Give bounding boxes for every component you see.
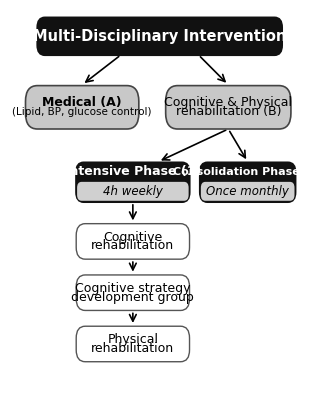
Text: 4h weekly: 4h weekly [103,185,163,198]
FancyBboxPatch shape [166,86,291,129]
Text: rehabilitation (B): rehabilitation (B) [175,105,281,118]
Text: rehabilitation: rehabilitation [91,342,174,355]
Text: Once monthly: Once monthly [206,185,289,198]
FancyBboxPatch shape [76,224,189,259]
Text: Physical: Physical [107,333,159,346]
FancyBboxPatch shape [76,162,189,202]
FancyBboxPatch shape [200,162,295,202]
FancyBboxPatch shape [76,326,189,362]
FancyBboxPatch shape [201,182,294,201]
Text: Multi-Disciplinary Intervention: Multi-Disciplinary Intervention [33,29,286,44]
Text: (Lipid, BP, glucose control): (Lipid, BP, glucose control) [12,107,152,117]
Text: rehabilitation: rehabilitation [91,239,174,252]
Text: development group: development group [72,290,194,304]
Text: Cognitive: Cognitive [103,230,163,244]
FancyBboxPatch shape [26,86,139,129]
Text: Intensive Phase (1): Intensive Phase (1) [65,166,201,178]
FancyBboxPatch shape [37,18,282,55]
Text: Consolidation Phase (2): Consolidation Phase (2) [173,167,322,177]
Text: Cognitive strategy: Cognitive strategy [75,282,190,295]
Text: Medical (A): Medical (A) [42,96,122,110]
FancyBboxPatch shape [77,182,188,201]
Text: Cognitive & Physical: Cognitive & Physical [164,96,292,110]
FancyBboxPatch shape [76,275,189,310]
